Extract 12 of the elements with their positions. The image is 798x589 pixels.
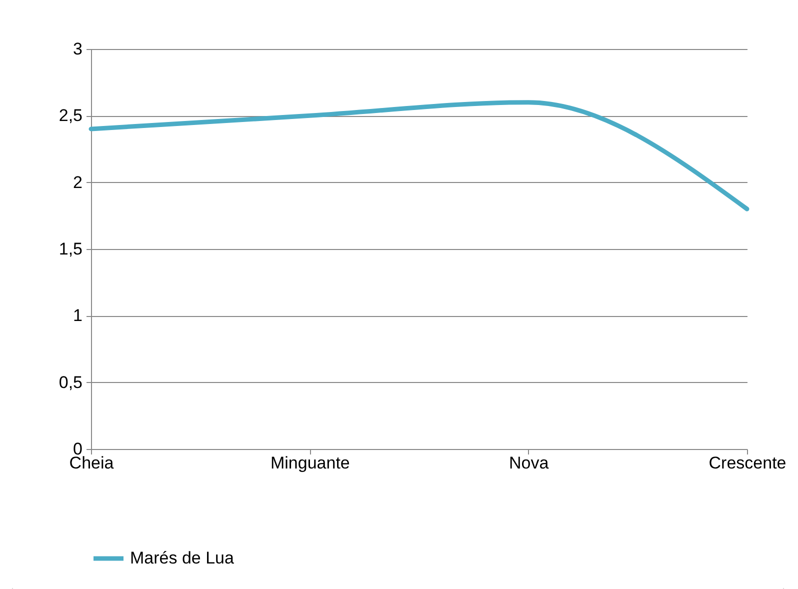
- x-tick-label: Crescente: [708, 454, 786, 472]
- y-tick-label: 2: [73, 172, 82, 192]
- y-tick-label: 1: [73, 306, 82, 326]
- y-tick-label: 2,5: [58, 106, 82, 126]
- x-tick-label: Cheia: [69, 454, 114, 472]
- x-tick-label: Nova: [508, 454, 550, 472]
- y-tick-label: 1,5: [58, 240, 82, 258]
- legend-label: Marés de Lua: [130, 548, 234, 568]
- line-series: [88, 100, 750, 212]
- y-tick-label: 3: [73, 40, 82, 58]
- x-tick-label: Minguante: [270, 454, 350, 472]
- y-tick-label: 0,5: [58, 372, 82, 392]
